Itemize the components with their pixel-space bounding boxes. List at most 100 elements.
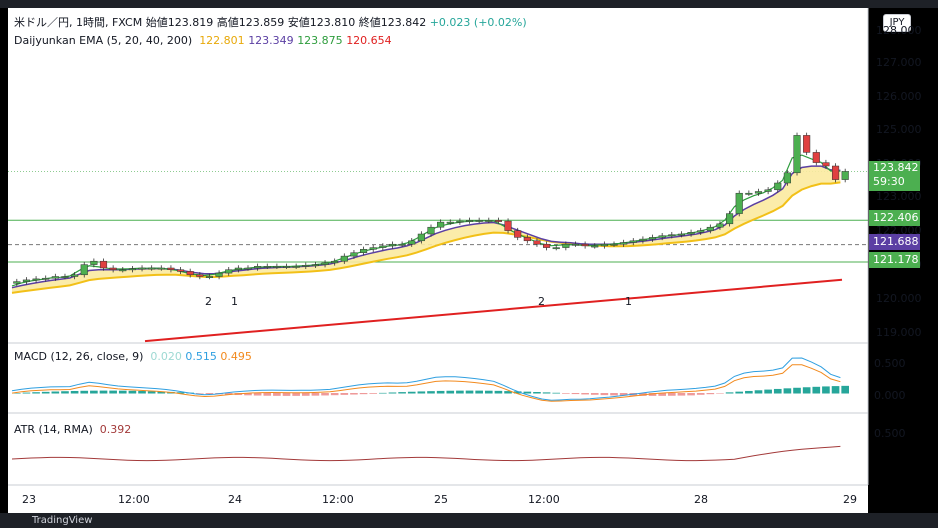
candle-body [735,192,743,214]
macd-histogram-bar [369,393,378,394]
candle-body [417,233,425,242]
candle-body [273,266,281,268]
macd-histogram-bar [330,393,339,396]
candle-body [543,243,551,248]
atr-value: 0.392 [99,423,132,436]
macd-histogram-bar [350,393,358,395]
candle-body [774,182,782,191]
time-axis-label: 28 [694,493,708,506]
candle-body [292,266,300,268]
macd-histogram-bar [70,390,79,394]
candle-body [620,242,628,245]
ema-name: Daijyunkan EMA (5, 20, 40, 200) [14,34,193,47]
macd-histogram-bar [831,386,840,394]
upper-line-tag: 122.406 [869,210,920,226]
candle-body [687,232,695,235]
candle-body [167,267,175,270]
price-axis-label: 128.000 [876,24,922,37]
atr-legend: ATR (14, RMA) 0.392 [14,423,131,436]
macd-histogram-bar [658,393,666,396]
macd-histogram-bar [379,392,387,394]
macd-histogram-bar [90,390,98,394]
macd-histogram-bar [725,392,734,394]
macd-histogram-bar [205,393,214,394]
candle-body [764,189,772,192]
candle-body [706,226,714,231]
macd-histogram-bar [128,390,137,394]
candle-body [456,220,464,223]
macd-histogram-bar [822,386,830,394]
candle-body [128,268,136,271]
candle-body [571,243,580,246]
macd-name: MACD (12, 26, close, 9) [14,350,144,363]
macd-histogram-bar [773,388,782,394]
atr-name: ATR (14, RMA) [14,423,93,436]
macd-histogram-bar [157,391,166,394]
macd-histogram-bar [436,390,445,394]
candle-body [51,276,59,279]
candle-body [350,252,358,257]
macd-histogram-bar [513,391,522,394]
candle-body [360,249,368,253]
candle-body [562,243,570,248]
currency-button[interactable]: JPY [883,14,911,32]
candle-body [42,277,50,280]
macd-histogram-bar [677,393,686,396]
candle-body [639,238,647,242]
macd-histogram-bar [109,390,117,394]
candle-body [398,243,406,246]
candle-body [841,171,849,180]
candle-body [379,245,387,248]
macd-histogram-bar [301,393,310,396]
candle-body [388,243,397,247]
macd-histogram-bar [735,391,744,394]
macd-histogram-bar [783,388,792,394]
candle-body [22,279,31,282]
time-axis-label: 12:00 [528,493,560,506]
ema20-line [11,165,841,289]
ema5-value: 122.801 [199,34,245,47]
candle-body [783,172,791,184]
candle-body [600,243,608,247]
candle-body [648,237,657,240]
candle-body [99,260,108,269]
macd-histogram-bar [754,390,763,394]
ema40-value: 123.875 [297,34,343,47]
candle-body [629,240,637,243]
candle-body [321,262,329,265]
candle-body [533,240,541,245]
macd-histogram-bar [494,390,503,394]
ema-legend: Daijyunkan EMA (5, 20, 40, 200) 122.801 … [14,34,392,47]
candle-body [658,235,666,238]
price-axis-label: 126.000 [876,90,922,103]
candle-body [263,266,271,268]
candle-body [677,233,686,236]
macd-histogram-bar [590,393,599,395]
atr-line [11,445,841,462]
candle-body [610,243,618,246]
last-price-value: 123.842 [873,161,919,174]
macd-histogram-bar [176,392,185,394]
macd-histogram-bar [648,393,657,396]
macd-histogram-bar [311,393,320,396]
macd-histogram-bar [427,391,435,394]
macd-histogram-bar [244,393,252,396]
candle-body [793,135,801,174]
candle-body [196,274,204,277]
candle-body [119,269,127,272]
candle-body [61,276,69,278]
macd-histogram-bar [224,393,233,395]
candle-body [504,220,512,231]
chart-frame[interactable] [8,8,868,518]
macd-legend: MACD (12, 26, close, 9) 0.020 0.515 0.49… [14,350,252,363]
macd-histogram-bar [359,393,368,395]
candle-body [427,226,435,235]
macd-histogram-bar [610,393,618,396]
candle-body [244,267,252,270]
candle-body [13,281,21,284]
macd-histogram-bar [340,393,349,395]
macd-histogram-bar [118,390,127,394]
macd-histogram-bar [600,393,609,396]
candle-body [465,220,474,222]
